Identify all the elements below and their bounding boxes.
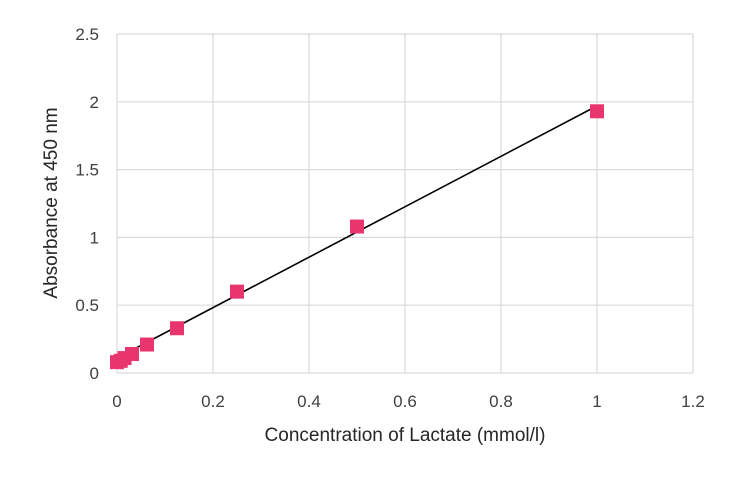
x-tick-label: 0: [112, 392, 121, 411]
x-tick-label: 0.6: [393, 392, 417, 411]
data-point: [125, 347, 139, 362]
grid: [116, 33, 694, 374]
data-points: [110, 104, 604, 370]
y-tick-label: 2.5: [75, 25, 99, 44]
y-tick-label: 2: [90, 93, 99, 112]
data-point: [230, 284, 244, 299]
x-tick-label: 0.4: [297, 392, 321, 411]
x-tick-label: 1.2: [681, 392, 705, 411]
data-point: [170, 321, 184, 336]
x-tick-label: 1: [592, 392, 601, 411]
x-tick-label: 0.2: [201, 392, 225, 411]
x-tick-label: 0.8: [489, 392, 513, 411]
data-point: [350, 219, 364, 234]
y-tick-label: 1: [90, 228, 99, 247]
y-tick-label: 1.5: [75, 161, 99, 180]
x-axis-title: Concentration of Lactate (mmol/l): [265, 425, 546, 446]
tick-labels: 0 0.2 0.4 0.6 0.8 1 1.2 0 0.5 1 1.5 2 2.5: [75, 25, 704, 411]
data-point: [590, 104, 604, 119]
y-tick-label: 0: [90, 364, 99, 383]
data-point: [140, 337, 154, 352]
y-tick-label: 0.5: [75, 296, 99, 315]
y-axis-title: Absorbance at 450 nm: [41, 107, 62, 298]
